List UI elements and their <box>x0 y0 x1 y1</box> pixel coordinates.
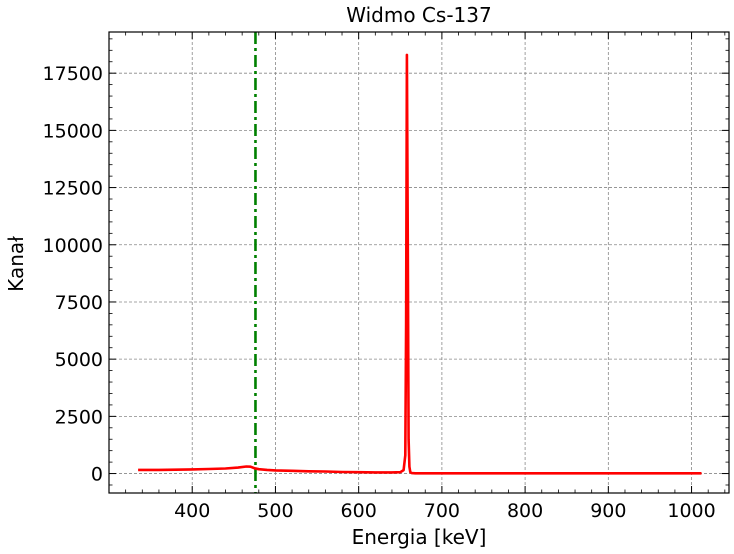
y-tick-label: 5000 <box>55 349 103 371</box>
plot-frame <box>108 31 730 494</box>
x-tick-label: 600 <box>341 500 377 522</box>
x-tick-label: 1000 <box>667 500 715 522</box>
x-tick-label: 800 <box>507 500 543 522</box>
x-tick-label: 700 <box>424 500 460 522</box>
tick-labels: 400 500 600 700 800 900 1000025005000750010000… <box>43 63 716 522</box>
spectrum-line <box>138 53 702 475</box>
y-tick-label: 10000 <box>43 235 103 257</box>
y-tick-label: 12500 <box>43 178 103 200</box>
y-tick-label: 2500 <box>55 406 103 428</box>
y-tick-label: 15000 <box>43 120 103 142</box>
x-tick-label: 900 <box>590 500 626 522</box>
y-tick-label: 7500 <box>55 292 103 314</box>
plot-area <box>138 32 702 493</box>
y-tick-label: 0 <box>91 464 103 486</box>
y-axis-label: Kanał <box>4 236 28 292</box>
y-tick-label: 17500 <box>43 63 103 85</box>
x-tick-label: 400 <box>174 500 210 522</box>
x-tick-label: 500 <box>257 500 293 522</box>
x-axis-label: Energia [keV] <box>352 525 487 549</box>
chart-title: Widmo Cs-137 <box>346 3 491 27</box>
